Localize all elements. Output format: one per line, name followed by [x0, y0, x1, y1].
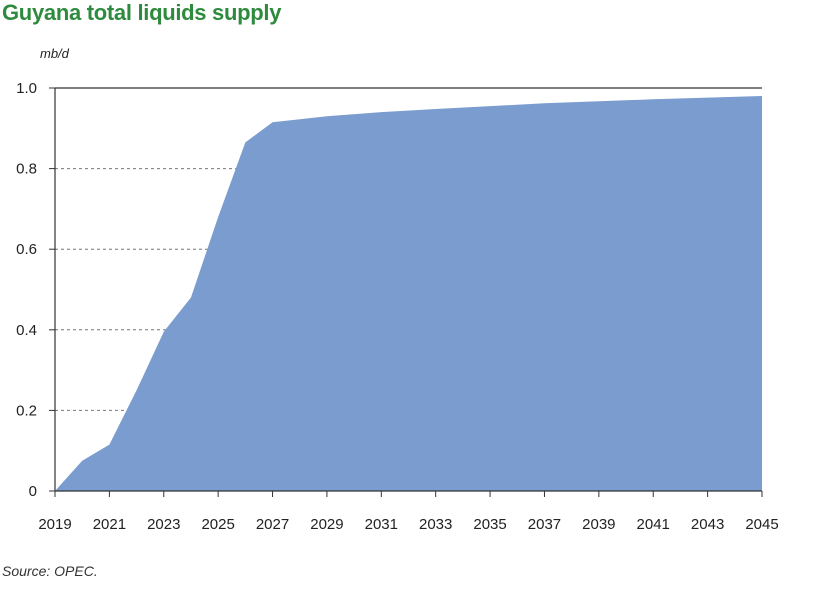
x-tick-label: 2019 — [38, 516, 71, 533]
x-tick-label: 2039 — [582, 516, 615, 533]
x-tick-label: 2045 — [745, 516, 778, 533]
supply-area — [55, 96, 762, 491]
x-tick-label: 2023 — [147, 516, 180, 533]
x-tick-label: 2029 — [310, 516, 343, 533]
y-tick-label: 0 — [29, 483, 37, 500]
source-note: Source: OPEC. — [2, 563, 98, 579]
series-area — [55, 96, 762, 491]
tick-labels: 0 0.2 0.4 0.6 0.8 1.0 2019 2021 2023 2025 2027 2029… — [16, 80, 779, 533]
chart-title: Guyana total liquids supply — [2, 0, 282, 25]
y-tick-label: 0.6 — [16, 241, 37, 258]
x-tick-label: 2033 — [419, 516, 452, 533]
x-tick-label: 2031 — [365, 516, 398, 533]
x-tick-label: 2027 — [256, 516, 289, 533]
y-tick-label: 0.4 — [16, 322, 37, 339]
y-tick-label: 0.2 — [16, 402, 37, 419]
x-tick-label: 2021 — [93, 516, 126, 533]
x-tick-label: 2025 — [201, 516, 234, 533]
y-axis-unit: mb/d — [40, 46, 69, 61]
y-tick-label: 0.8 — [16, 161, 37, 178]
x-tick-label: 2037 — [528, 516, 561, 533]
x-tick-label: 2041 — [637, 516, 670, 533]
x-tick-label: 2035 — [473, 516, 506, 533]
y-tick-label: 1.0 — [16, 80, 37, 97]
x-tick-label: 2043 — [691, 516, 724, 533]
axes — [49, 87, 763, 497]
